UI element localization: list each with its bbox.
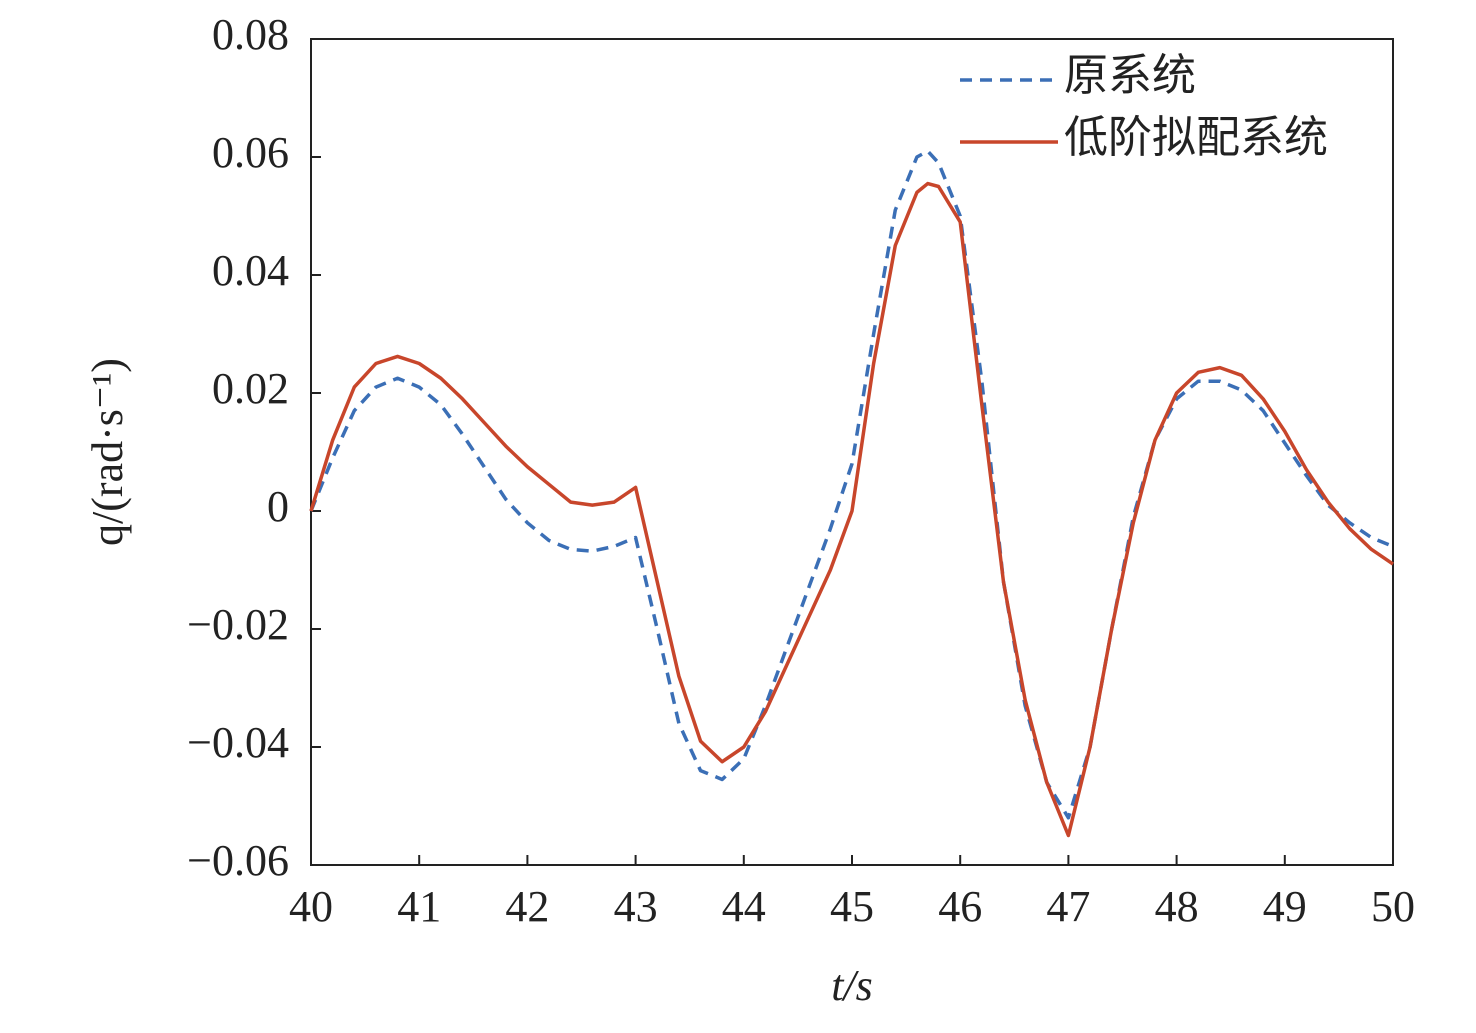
x-tick-label: 49 xyxy=(1263,882,1307,931)
x-tick-label: 45 xyxy=(830,882,874,931)
y-tick-label: 0.04 xyxy=(212,246,289,295)
y-tick-label: −0.06 xyxy=(187,836,289,885)
y-tick-label: 0 xyxy=(267,482,289,531)
series-line xyxy=(309,181,1394,838)
y-tick-label: −0.02 xyxy=(187,600,289,649)
x-axis-label: t/s xyxy=(831,961,873,1010)
y-tick-label: 0.02 xyxy=(212,364,289,413)
x-tick-label: 41 xyxy=(397,882,441,931)
y-tick-label: 0.06 xyxy=(212,128,289,177)
x-tick-label: 44 xyxy=(722,882,766,931)
x-tick-label: 48 xyxy=(1155,882,1199,931)
x-tick-label: 42 xyxy=(505,882,549,931)
series-line xyxy=(309,149,1394,820)
legend-label: 原系统 xyxy=(1064,51,1196,100)
x-tick-label: 50 xyxy=(1371,882,1415,931)
y-tick-label: −0.04 xyxy=(187,718,289,767)
x-tick-label: 40 xyxy=(289,882,333,931)
y-tick-label: 0.08 xyxy=(212,10,289,59)
legend-label: 低阶拟配系统 xyxy=(1064,113,1328,162)
x-tick-label: 47 xyxy=(1046,882,1090,931)
y-axis-label: q/(rad·s⁻¹) xyxy=(83,358,132,546)
plot-frame xyxy=(310,38,1394,866)
x-tick-label: 46 xyxy=(938,882,982,931)
x-tick-label: 43 xyxy=(614,882,658,931)
